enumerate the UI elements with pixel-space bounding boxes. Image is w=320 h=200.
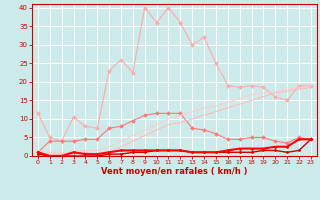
X-axis label: Vent moyen/en rafales ( km/h ): Vent moyen/en rafales ( km/h ) xyxy=(101,167,248,176)
